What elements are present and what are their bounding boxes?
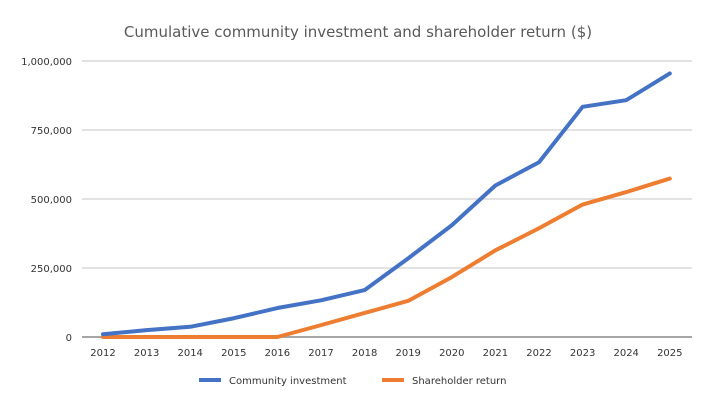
chart-title: Cumulative community investment and shar…	[124, 23, 592, 41]
x-tick-label: 2021	[483, 348, 508, 359]
y-tick-label: 1,000,000	[21, 57, 72, 68]
x-tick-label: 2015	[221, 348, 246, 359]
x-tick-label: 2014	[177, 348, 202, 359]
x-tick-label: 2018	[352, 348, 377, 359]
y-tick-label: 250,000	[31, 264, 72, 275]
x-tick-label: 2020	[439, 348, 464, 359]
legend-label-1: Shareholder return	[412, 376, 506, 387]
y-tick-label: 0	[66, 333, 72, 344]
x-tick-label: 2012	[90, 348, 115, 359]
series-line-0	[101, 71, 672, 337]
x-tick-label: 2013	[134, 348, 159, 359]
x-tick-label: 2016	[265, 348, 290, 359]
x-tick-label: 2019	[395, 348, 420, 359]
x-tick-label: 2023	[570, 348, 595, 359]
x-tick-label: 2025	[657, 348, 682, 359]
series-line-1	[101, 176, 672, 339]
x-tick-label: 2024	[613, 348, 638, 359]
y-tick-label: 750,000	[31, 126, 72, 137]
legend-label-0: Community investment	[229, 376, 347, 387]
x-tick-label: 2017	[308, 348, 333, 359]
y-tick-label: 500,000	[31, 195, 72, 206]
x-tick-label: 2022	[526, 348, 551, 359]
